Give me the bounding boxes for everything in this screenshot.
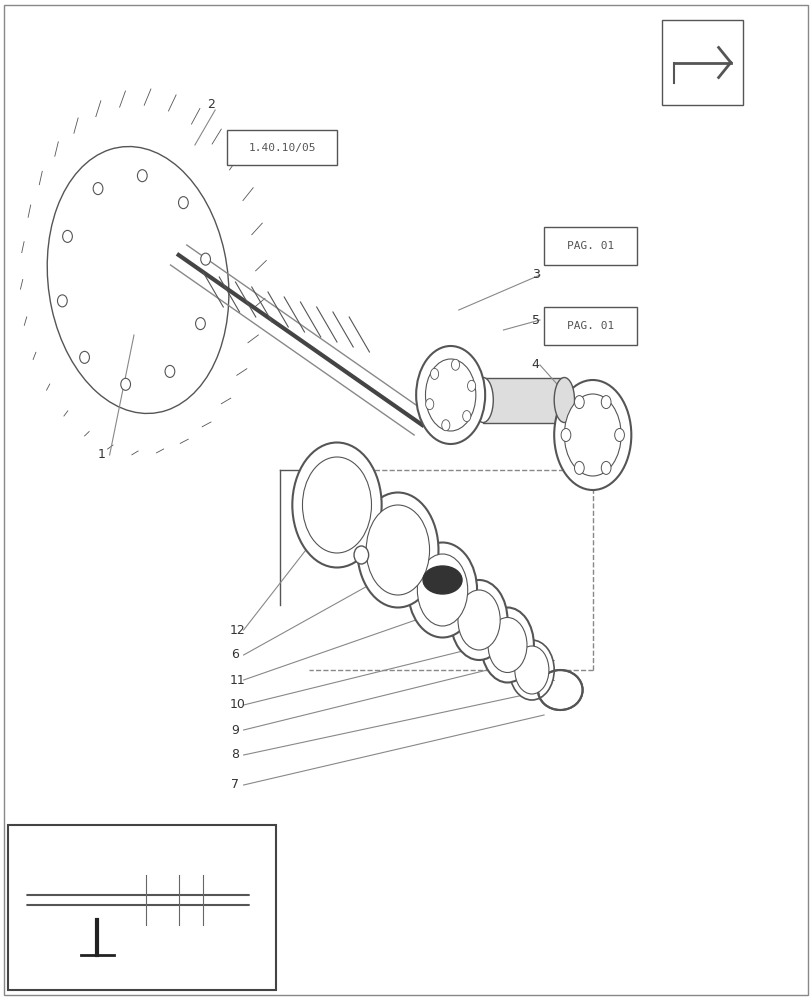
Ellipse shape xyxy=(366,505,429,595)
Ellipse shape xyxy=(292,442,381,568)
Ellipse shape xyxy=(441,420,449,431)
Bar xyxy=(49,875,235,925)
Ellipse shape xyxy=(480,607,534,682)
Ellipse shape xyxy=(32,870,65,930)
Text: 1.40.10/05: 1.40.10/05 xyxy=(248,143,315,153)
Text: 10: 10 xyxy=(230,698,246,712)
Ellipse shape xyxy=(219,870,251,930)
Text: 12: 12 xyxy=(230,624,245,637)
Text: 2: 2 xyxy=(207,99,215,111)
Ellipse shape xyxy=(165,365,174,377)
Ellipse shape xyxy=(560,428,570,442)
Text: 8: 8 xyxy=(231,748,239,762)
Ellipse shape xyxy=(509,640,554,700)
Text: 5: 5 xyxy=(531,314,539,326)
Text: 11: 11 xyxy=(230,674,245,686)
Bar xyxy=(543,227,637,265)
Ellipse shape xyxy=(451,359,459,370)
Ellipse shape xyxy=(407,542,477,638)
Ellipse shape xyxy=(47,147,229,413)
Ellipse shape xyxy=(62,230,72,242)
Ellipse shape xyxy=(487,617,526,672)
Ellipse shape xyxy=(457,590,500,650)
Text: PAG. 01: PAG. 01 xyxy=(566,321,614,331)
Ellipse shape xyxy=(425,359,475,431)
Bar xyxy=(483,378,564,423)
Ellipse shape xyxy=(600,396,610,409)
Text: 7: 7 xyxy=(231,778,239,792)
Ellipse shape xyxy=(462,411,470,422)
Ellipse shape xyxy=(553,380,630,490)
Bar xyxy=(661,20,742,105)
Text: 6: 6 xyxy=(231,648,239,662)
Ellipse shape xyxy=(415,346,485,444)
Ellipse shape xyxy=(302,457,371,553)
Ellipse shape xyxy=(93,183,103,195)
Ellipse shape xyxy=(467,380,475,391)
Ellipse shape xyxy=(354,546,368,564)
Ellipse shape xyxy=(121,378,131,390)
Ellipse shape xyxy=(574,396,584,409)
Text: 1: 1 xyxy=(97,448,105,462)
Ellipse shape xyxy=(58,295,67,307)
Bar xyxy=(8,825,276,990)
Ellipse shape xyxy=(430,368,438,379)
Ellipse shape xyxy=(178,197,188,209)
Ellipse shape xyxy=(514,646,548,694)
Ellipse shape xyxy=(574,461,584,474)
Text: 9: 9 xyxy=(231,724,239,736)
Bar xyxy=(543,307,637,345)
Text: PAG. 01: PAG. 01 xyxy=(566,241,614,251)
Ellipse shape xyxy=(553,377,573,422)
Ellipse shape xyxy=(425,399,433,410)
Ellipse shape xyxy=(600,461,610,474)
Ellipse shape xyxy=(564,394,620,476)
Ellipse shape xyxy=(423,566,461,594)
Ellipse shape xyxy=(357,492,438,607)
Text: 3: 3 xyxy=(531,268,539,282)
Ellipse shape xyxy=(137,170,147,182)
Bar xyxy=(227,130,337,165)
Ellipse shape xyxy=(417,554,467,626)
Ellipse shape xyxy=(450,580,507,660)
Ellipse shape xyxy=(79,351,89,363)
Ellipse shape xyxy=(472,377,492,422)
Bar xyxy=(328,495,345,510)
Ellipse shape xyxy=(195,318,205,330)
Text: 4: 4 xyxy=(531,359,539,371)
Ellipse shape xyxy=(200,253,210,265)
Ellipse shape xyxy=(23,112,253,448)
Ellipse shape xyxy=(614,428,624,442)
